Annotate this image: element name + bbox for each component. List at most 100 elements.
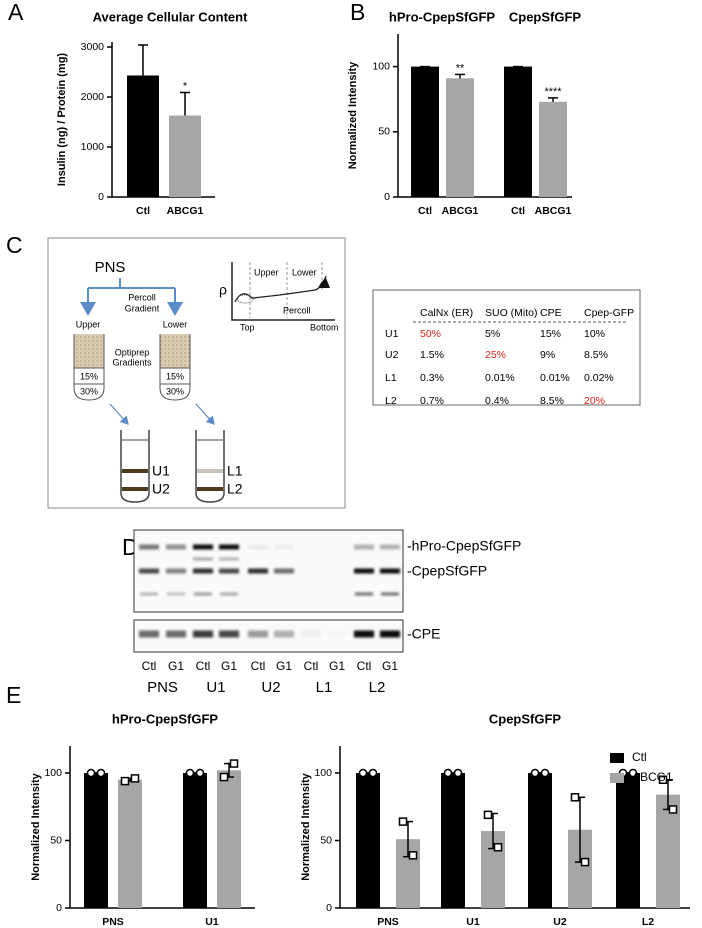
data-point — [658, 775, 668, 784]
table-cell: L1 — [385, 372, 397, 384]
blot-band — [354, 568, 374, 574]
diagram-text: Gradient — [125, 303, 160, 313]
table-cell: 0.01% — [540, 372, 570, 384]
band-label: -hPro-CpepSfGFP — [407, 538, 521, 554]
y-tick-label: 0 — [98, 191, 104, 203]
data-point — [195, 768, 205, 778]
bar — [84, 773, 108, 908]
x-tick-label: ABCG1 — [167, 205, 204, 217]
bar — [616, 773, 640, 908]
western-blot: -hPro-CpepSfGFP -CpepSfGFP -CPE Ctl G1 Ctl… — [133, 529, 521, 696]
band-label: -CPE — [407, 626, 440, 642]
band — [122, 487, 148, 491]
blot-band — [167, 592, 185, 596]
x-tick-label: U1 — [466, 916, 480, 928]
data-point — [96, 768, 106, 778]
table-header: CPE — [540, 307, 562, 319]
data-point — [398, 817, 408, 826]
blot-band — [219, 557, 239, 561]
blot-band — [140, 592, 158, 596]
y-tick-label: 100 — [44, 767, 62, 779]
bar — [411, 66, 439, 197]
diagram-text: Upper — [254, 267, 279, 277]
x-tick-label: L2 — [642, 916, 654, 928]
panel-label: C — [6, 232, 23, 258]
diagram-text: 15% — [80, 371, 98, 381]
data-point — [668, 805, 678, 814]
table-header: CalNx (ER) — [420, 307, 473, 319]
legend-swatch — [610, 773, 624, 783]
x-tick-label: PNS — [377, 916, 399, 928]
bar — [539, 101, 567, 197]
lane-label: Ctl — [251, 659, 266, 673]
table-frame — [372, 289, 641, 406]
data-point — [229, 759, 239, 768]
bar — [183, 773, 207, 908]
table-cell: 8.5% — [540, 395, 564, 407]
blot-band — [380, 568, 400, 574]
diagram-text: Top — [240, 322, 255, 332]
y-tick-label: 1000 — [81, 141, 105, 153]
inset-axes — [231, 262, 335, 321]
y-tick-label: 50 — [378, 126, 390, 138]
x-tick-label: Ctl — [136, 205, 150, 217]
band — [122, 469, 148, 473]
diagram-text: 30% — [80, 386, 98, 396]
data-point — [453, 768, 463, 778]
table-cell: L2 — [385, 395, 397, 407]
y-axis-label: Normalized Intensity — [300, 772, 312, 880]
bar — [446, 78, 474, 197]
table-header: SUO (Mito) — [485, 307, 538, 319]
y-axis-label: Insulin (ng) / Protein (mg) — [56, 53, 68, 187]
data-point — [86, 768, 96, 778]
y-tick-label: 100 — [314, 767, 332, 779]
data-point — [483, 810, 493, 820]
blot-band — [220, 592, 238, 596]
data-point — [219, 772, 229, 782]
blot-band — [193, 568, 213, 574]
chart-title: Average Cellular Content — [93, 9, 249, 24]
blot-band — [274, 630, 294, 638]
table-cell: 1.5% — [420, 349, 444, 361]
table-cell: 9% — [540, 349, 555, 361]
lane-group-label: U1 — [206, 679, 225, 696]
bar — [169, 115, 201, 197]
lane-label: G1 — [276, 659, 292, 673]
legend-label: ABCG1 — [632, 770, 673, 784]
blot-band — [139, 630, 159, 638]
diagram-text: L1 — [227, 463, 243, 479]
lane-label: Ctl — [357, 659, 372, 673]
bar — [217, 770, 241, 908]
diagram-text: PNS — [95, 259, 126, 276]
lane-group-label: U2 — [261, 679, 280, 696]
table-cell: 20% — [584, 395, 605, 407]
table-cell: 0.4% — [485, 395, 509, 407]
table-cell: 8.5% — [584, 349, 608, 361]
blot-band — [381, 592, 399, 596]
y-tick-label: 50 — [320, 834, 332, 846]
blot-band — [166, 630, 186, 638]
blot-band — [193, 557, 213, 561]
blot-band — [380, 544, 400, 550]
x-tick-label: U2 — [553, 916, 567, 928]
panel-label: A — [8, 0, 24, 25]
y-tick-label: 2000 — [81, 91, 105, 103]
tube — [195, 430, 225, 503]
diagram-text: L2 — [227, 481, 243, 497]
y-axis-label: Normalized Intensity — [30, 772, 42, 880]
annotation: **** — [544, 86, 562, 98]
diagram-text: Lower — [163, 319, 188, 329]
blot-band — [139, 568, 159, 574]
blot-band — [219, 568, 239, 574]
blot-band — [139, 544, 159, 550]
tube — [120, 430, 150, 503]
diagram: PNS Percoll Gradient Upper Lower 15% 30%… — [47, 237, 346, 509]
x-tick-label: U1 — [205, 916, 219, 928]
lane-group-label: L1 — [316, 679, 333, 696]
data-point — [130, 774, 140, 783]
table-cell: 50% — [420, 328, 441, 340]
band — [197, 487, 223, 491]
data-point — [408, 851, 418, 860]
chart-title: hPro-CpepSfGFP — [112, 711, 218, 726]
